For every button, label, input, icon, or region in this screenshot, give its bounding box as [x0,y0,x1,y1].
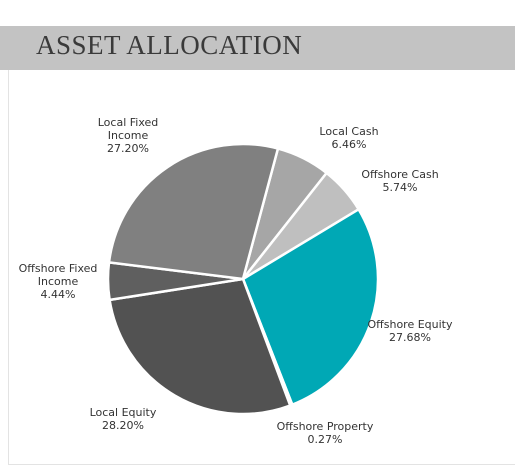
label-value: 4.44% [40,288,76,301]
data-label: Offshore Cash 5.74% [350,168,450,194]
border [8,464,515,465]
label-value: 5.74% [382,181,418,194]
label-value: 0.27% [307,433,343,446]
label-name: Offshore Property [276,420,374,433]
label-value: 6.46% [331,138,367,151]
data-label: Offshore Property 0.27% [275,420,375,446]
border [8,70,9,465]
data-label: Local Equity 28.20% [73,406,173,432]
label-name: Offshore Cash [361,168,439,181]
label-name: Offshore Fixed Income [18,262,98,288]
data-label: Local Cash 6.46% [299,125,399,151]
chart-title: ASSET ALLOCATION [36,30,303,60]
data-label: Offshore Fixed Income 4.44% [8,262,108,301]
label-value: 28.20% [102,419,144,432]
pie-slice [241,207,380,407]
label-name: Local Equity [89,406,157,419]
title-banner [0,26,515,70]
label-name: Local Fixed Income [97,116,159,142]
data-label: Offshore Equity 27.68% [360,318,460,344]
pie-slice [108,277,292,416]
pie-slice [107,142,280,281]
label-name: Offshore Equity [367,318,453,331]
label-value: 27.68% [389,331,431,344]
data-label: Local Fixed Income 27.20% [78,116,178,155]
label-value: 27.20% [107,142,149,155]
label-name: Local Cash [319,125,379,138]
